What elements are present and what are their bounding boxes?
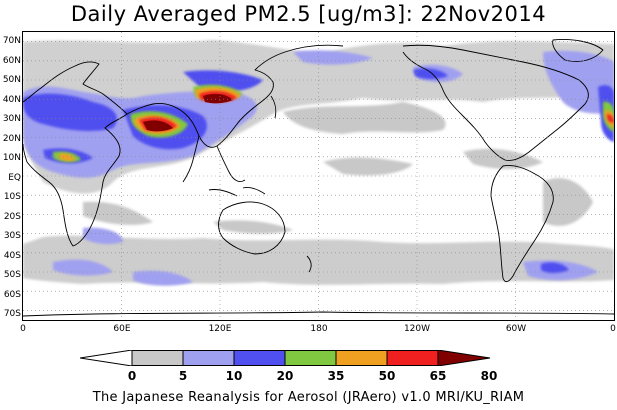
lat-label-20s: 20S	[3, 212, 21, 222]
colorbar-label-0: 0	[127, 369, 137, 383]
lon-label-0: 0	[20, 324, 26, 334]
coastlines	[23, 39, 614, 317]
pm25-level-above-80	[143, 93, 233, 132]
lon-label-120w: 120W	[403, 324, 431, 334]
lon-label-60e: 60E	[113, 324, 131, 334]
map-title: Daily Averaged PM2.5 [ug/m3]: 22Nov2014	[70, 2, 547, 26]
lat-label-30s: 30S	[3, 231, 21, 241]
colorbar-label-80: 80	[480, 369, 498, 383]
lat-label-10s: 10S	[3, 192, 21, 202]
lon-label-120e: 120E	[208, 324, 232, 334]
colorbar-segment	[335, 350, 388, 366]
footer-credit: The Japanese Reanalysis for Aerosol (JRA…	[92, 390, 525, 405]
colorbar-segment	[233, 350, 286, 366]
lat-label-70s: 70S	[3, 309, 21, 319]
colorbar-segment	[182, 350, 235, 366]
colorbar-segment	[284, 350, 337, 366]
colorbar-label-50: 50	[378, 369, 396, 383]
lat-label-60s: 60S	[3, 290, 21, 300]
colorbar-extend-high	[437, 350, 491, 366]
lat-label-30n: 30N	[2, 114, 21, 124]
colorbar-extend-low	[80, 350, 133, 366]
colorbar-segment	[386, 350, 439, 366]
lat-label-70n: 70N	[2, 36, 21, 46]
pm25-level-20-35	[23, 68, 614, 273]
lat-label-60n: 60N	[2, 56, 21, 66]
colorbar-label-10: 10	[225, 369, 243, 383]
lon-label-0-east: 0	[610, 324, 616, 334]
lat-label-20n: 20N	[2, 134, 21, 144]
colorbar-label-65: 65	[429, 369, 447, 383]
lat-label-40n: 40N	[2, 95, 21, 105]
map-grid	[23, 32, 614, 320]
lon-label-180: 180	[310, 324, 328, 334]
colorbar-label-20: 20	[276, 369, 294, 383]
lat-label-10n: 10N	[2, 153, 21, 163]
colorbar-segment	[131, 350, 184, 366]
colorbar-label-5: 5	[178, 369, 188, 383]
lat-label-40s: 40S	[3, 251, 21, 261]
lat-label-50s: 50S	[3, 270, 21, 280]
pm25-map	[23, 32, 614, 320]
lat-label-50n: 50N	[2, 75, 21, 85]
lon-label-60w: 60W	[505, 324, 527, 334]
colorbar	[80, 350, 491, 366]
colorbar-label-35: 35	[327, 369, 345, 383]
lat-label-eq: EQ	[8, 173, 21, 183]
map-panel	[22, 31, 615, 321]
